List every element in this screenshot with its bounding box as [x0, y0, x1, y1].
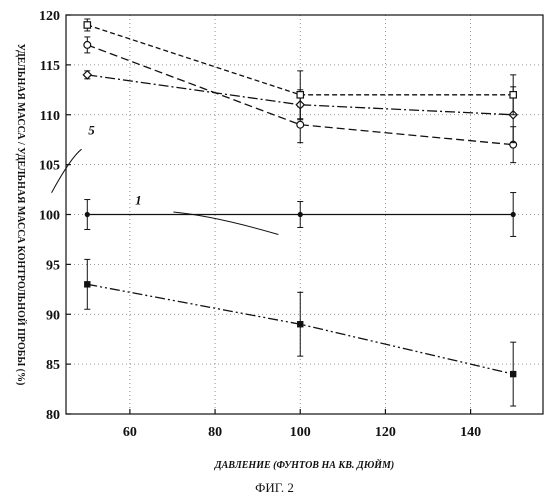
y-tick-label: 95	[46, 258, 60, 273]
data-point	[297, 92, 303, 98]
series-3: 3	[0, 33, 517, 143]
y-tick-label: 115	[40, 59, 60, 74]
data-point	[298, 212, 303, 217]
data-point	[510, 92, 516, 98]
y-tick-label: 120	[39, 9, 60, 24]
data-point	[297, 121, 304, 128]
x-axis-label: ДАВЛЕНИЕ (ФУНТОВ НА КВ. ДЮЙМ)	[214, 459, 395, 471]
series-4: 4	[0, 0, 516, 119]
y-tick-label: 110	[40, 109, 60, 124]
data-point	[511, 212, 516, 217]
x-tick-label: 60	[123, 425, 137, 440]
figure-caption: ФИГ. 2	[255, 480, 294, 495]
y-tick-label: 100	[39, 209, 60, 224]
x-tick-label: 80	[208, 425, 222, 440]
series-label-leader	[173, 212, 278, 235]
series-layer: 1 234 5	[0, 0, 517, 406]
x-tick-label: 100	[290, 425, 311, 440]
x-tick-label: 120	[375, 425, 396, 440]
data-point	[84, 22, 90, 28]
x-tick-label: 140	[460, 425, 481, 440]
series-label: 1	[135, 193, 142, 208]
y-tick-label: 105	[39, 159, 60, 174]
y-tick-label: 80	[46, 408, 60, 423]
data-point	[84, 281, 90, 287]
data-point	[510, 371, 516, 377]
data-point	[83, 71, 91, 79]
y-tick-label: 90	[46, 308, 60, 323]
data-point	[84, 42, 91, 49]
y-tick-label: 85	[46, 358, 60, 373]
data-point	[297, 321, 303, 327]
y-axis-label: УДЕЛЬНАЯ МАССА / УДЕЛЬНАЯ МАССА КОНТРОЛЬ…	[15, 44, 27, 386]
data-point	[85, 212, 90, 217]
series-label: 5	[88, 123, 95, 138]
series-2: 2	[0, 37, 517, 163]
